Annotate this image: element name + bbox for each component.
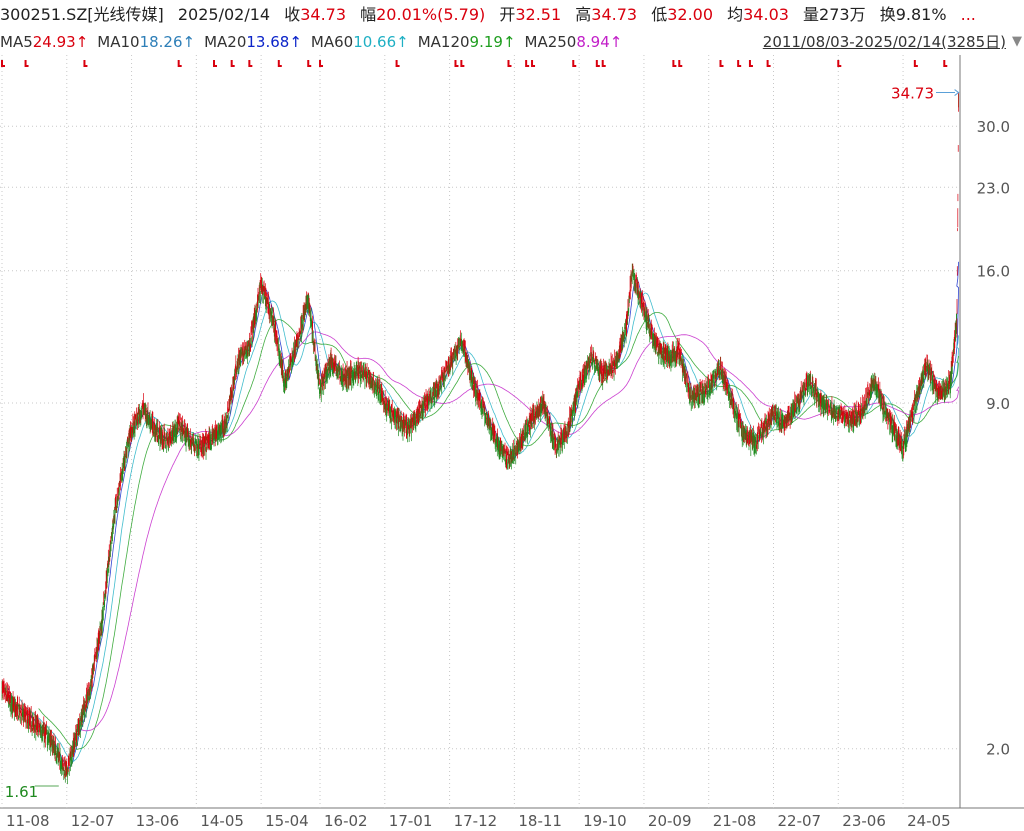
y-tick-label: 23.0 — [977, 179, 1010, 197]
event-marker-icon — [943, 60, 948, 67]
x-tick-label: 23-06 — [842, 812, 886, 830]
turnover-value: 9.81% — [895, 5, 947, 24]
low-label: 低 — [651, 5, 668, 24]
volume-value: 273万 — [819, 5, 866, 24]
more-indicator[interactable]: ... — [960, 5, 976, 24]
volume-label: 量 — [803, 5, 820, 24]
ma-legend-value: 13.68↑ — [246, 33, 302, 51]
stock-symbol: 300251.SZ[光线传媒] — [0, 5, 164, 24]
ma-line-ma120 — [38, 312, 959, 750]
x-tick-label: 15-04 — [265, 812, 309, 830]
event-marker-icon — [1, 60, 5, 67]
dropdown-arrow-icon[interactable]: ▼ — [1012, 34, 1022, 49]
close-value: 34.73 — [300, 5, 347, 24]
x-tick-label: 21-08 — [713, 812, 757, 830]
event-marker-icon — [319, 60, 324, 67]
change-label: 幅 — [360, 5, 377, 24]
ma-legend-name: MA250 — [524, 33, 577, 51]
event-marker-icon — [572, 60, 577, 67]
ma-line-ma20 — [7, 261, 959, 769]
y-tick-label: 9.0 — [986, 395, 1010, 413]
ma-line-ma250 — [78, 331, 959, 732]
x-tick-label: 20-09 — [648, 812, 692, 830]
event-marker-icon — [460, 60, 465, 67]
x-tick-label: 17-01 — [389, 812, 433, 830]
quote-date: 2025/02/14 — [177, 5, 271, 24]
ma-legend-value: 10.66↑ — [353, 33, 409, 51]
open-value: 32.51 — [515, 5, 562, 24]
event-marker-icon — [24, 60, 29, 67]
x-tick-label: 18-11 — [518, 812, 562, 830]
event-marker-icon — [766, 60, 771, 67]
ma-legend-value: 18.26↑ — [139, 33, 196, 51]
ma-legend-name: MA5 — [0, 33, 33, 51]
y-tick-label: 16.0 — [977, 263, 1010, 281]
event-marker-icon — [213, 60, 218, 67]
event-marker-icon — [837, 60, 842, 67]
ma-legend-value: 9.19↑ — [469, 33, 516, 51]
ma-line-ma60 — [19, 292, 959, 762]
event-marker-icon — [307, 60, 312, 67]
ma-legend: MA5 24.93↑ MA10 18.26↑ MA20 13.68↑ MA60 10.… — [0, 31, 1024, 53]
quote-header: 300251.SZ[光线传媒] 2025/02/14 收34.73 幅20.01… — [0, 0, 1024, 30]
date-range[interactable]: 2011/08/03-2025/02/14(3285日) — [762, 33, 1006, 51]
y-tick-label: 30.0 — [977, 118, 1010, 136]
open-label: 开 — [499, 5, 516, 24]
min-price-label: 1.61 — [5, 783, 38, 801]
ma-legend-value: 24.93↑ — [32, 33, 89, 51]
change-value: 20.01%(5.79) — [376, 5, 486, 24]
event-marker-icon — [748, 60, 753, 67]
max-price-label: 34.73 — [891, 85, 934, 103]
high-label: 高 — [575, 5, 592, 24]
event-marker-icon — [507, 60, 512, 67]
avg-value: 34.03 — [743, 5, 789, 24]
x-tick-label: 13-06 — [136, 812, 180, 830]
x-tick-label: 19-10 — [583, 812, 627, 830]
event-marker-icon — [454, 60, 459, 67]
ma-legend-value: 8.94↑ — [576, 33, 623, 51]
event-marker-icon — [248, 60, 253, 67]
y-tick-label: 2.0 — [986, 741, 1010, 759]
ma-legend-name: MA20 — [204, 33, 247, 51]
x-tick-label: 22-07 — [778, 812, 822, 830]
x-tick-label: 17-12 — [454, 812, 498, 830]
event-marker-icon — [595, 60, 600, 67]
low-value: 32.00 — [667, 5, 714, 24]
x-tick-label: 11-08 — [6, 812, 50, 830]
x-tick-label: 12-07 — [71, 812, 115, 830]
event-marker-icon — [277, 60, 282, 67]
ma-legend-name: MA120 — [417, 33, 470, 51]
event-marker-icon — [601, 60, 606, 67]
event-marker-icon — [177, 60, 182, 67]
event-marker-icon — [395, 60, 400, 67]
x-tick-label: 16-02 — [324, 812, 368, 830]
event-marker-icon — [737, 60, 742, 67]
arrow-icon — [954, 89, 960, 96]
event-marker-icon — [678, 60, 683, 67]
x-tick-label: 14-05 — [200, 812, 244, 830]
avg-label: 均 — [727, 5, 744, 24]
event-marker-icon — [531, 60, 536, 67]
event-marker-icon — [672, 60, 677, 67]
event-marker-icon — [913, 60, 918, 67]
event-marker-icon — [83, 60, 88, 67]
event-marker-icon — [525, 60, 530, 67]
close-label: 收 — [284, 5, 301, 24]
high-value: 34.73 — [591, 5, 638, 24]
x-tick-label: 24-05 — [907, 812, 951, 830]
ma-legend-name: MA60 — [310, 33, 354, 51]
event-marker-icon — [719, 60, 724, 67]
turnover-label: 换 — [879, 5, 896, 24]
event-marker-icon — [230, 60, 235, 67]
ma-legend-name: MA10 — [97, 33, 140, 51]
